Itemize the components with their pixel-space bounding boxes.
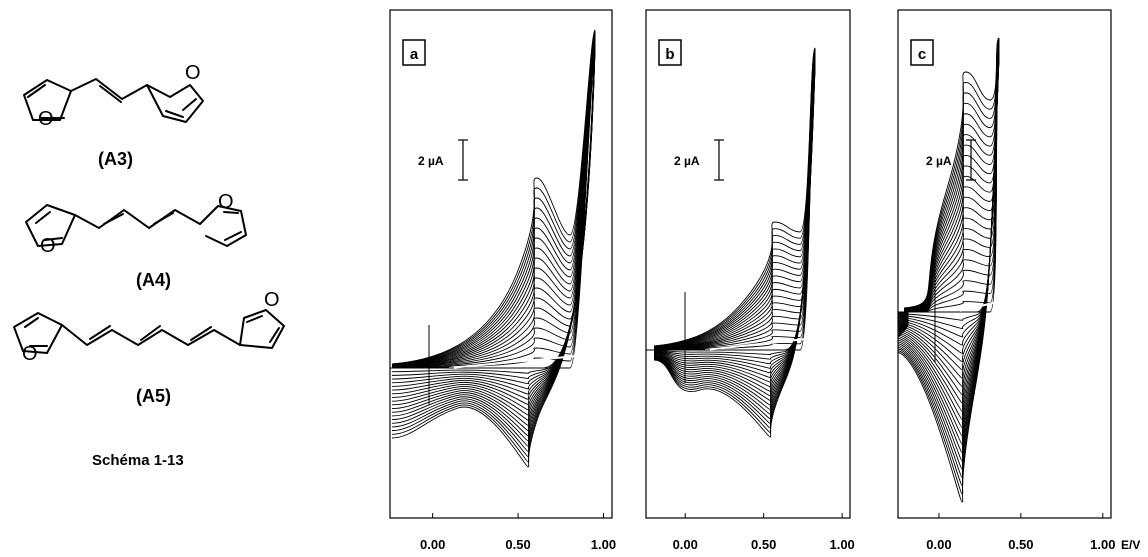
structure-a5	[13, 309, 285, 354]
x-tick-label: 0.00	[673, 537, 698, 552]
panel-label-box	[658, 39, 682, 66]
compound-label-a5: (A5)	[136, 386, 171, 406]
initial-cycle	[704, 337, 816, 351]
chemical-scheme: .	[13, 78, 285, 354]
x-tick-label: 1.00	[1090, 537, 1115, 552]
scheme-caption: Schéma 1-13	[92, 452, 184, 469]
scale-bar-label: 2 µA	[674, 154, 700, 168]
panel-label: b	[665, 46, 674, 63]
x-axis-unit: E/V	[1121, 538, 1140, 552]
panel-label-box	[402, 39, 426, 66]
panel-frame	[645, 9, 851, 519]
cv-panel-b: b 2 µA 0.00 0.50 1.00	[645, 9, 855, 552]
oxygen-atom: O	[38, 108, 54, 130]
x-tick-label: 0.50	[505, 537, 530, 552]
scale-bar-label: 2 µA	[926, 154, 952, 168]
cathodic-sweep	[898, 37, 1000, 503]
structure-a3	[23, 78, 204, 123]
x-tick-label: 0.00	[420, 537, 445, 552]
anodic-sweep	[903, 37, 1000, 309]
panel-label-box	[910, 39, 934, 66]
panel-label: c	[918, 46, 926, 63]
oxygen-atom: O	[264, 289, 280, 311]
compound-label-a4: (A4)	[136, 270, 171, 290]
cv-panels: a 2 µA 0.00 0.50 1.00 b 2 µA 0.00 0.50 1.00 c 2 µA 0…	[389, 9, 1140, 552]
cv-panel-c: c 2 µA 0.00 0.50 1.00 E/V	[897, 9, 1140, 552]
cv-curves	[653, 47, 816, 438]
cathodic-sweep	[653, 47, 816, 438]
cv-panel-a: a 2 µA 0.00 0.50 1.00	[389, 9, 616, 552]
oxygen-atom: O	[218, 191, 234, 213]
cv-curves	[391, 29, 596, 468]
scale-bar-label: 2 µA	[418, 154, 444, 168]
x-tick-label: 0.50	[751, 537, 776, 552]
cv-curves	[898, 37, 1007, 503]
initial-cycle	[954, 299, 1007, 313]
compound-label-a3: (A3)	[98, 149, 133, 169]
oxygen-atom: O	[185, 62, 201, 84]
atom-o-label: .	[40, 110, 46, 132]
cathodic-sweep	[391, 29, 596, 468]
x-tick-label: 0.00	[926, 537, 951, 552]
anodic-sweep	[391, 29, 596, 365]
panel-frame	[897, 9, 1112, 519]
x-tick-label: 0.50	[1008, 537, 1033, 552]
x-tick-label: 1.00	[829, 537, 854, 552]
panel-label: a	[410, 46, 419, 63]
scheme-labels: O O O O O O (A3) (A4) (A5)	[22, 62, 280, 406]
oxygen-atom: O	[22, 343, 38, 365]
oxygen-atom: O	[40, 235, 56, 257]
structure-a4	[25, 204, 247, 247]
x-tick-label: 1.00	[591, 537, 616, 552]
anodic-sweep	[653, 47, 816, 347]
initial-cycle	[448, 355, 578, 369]
